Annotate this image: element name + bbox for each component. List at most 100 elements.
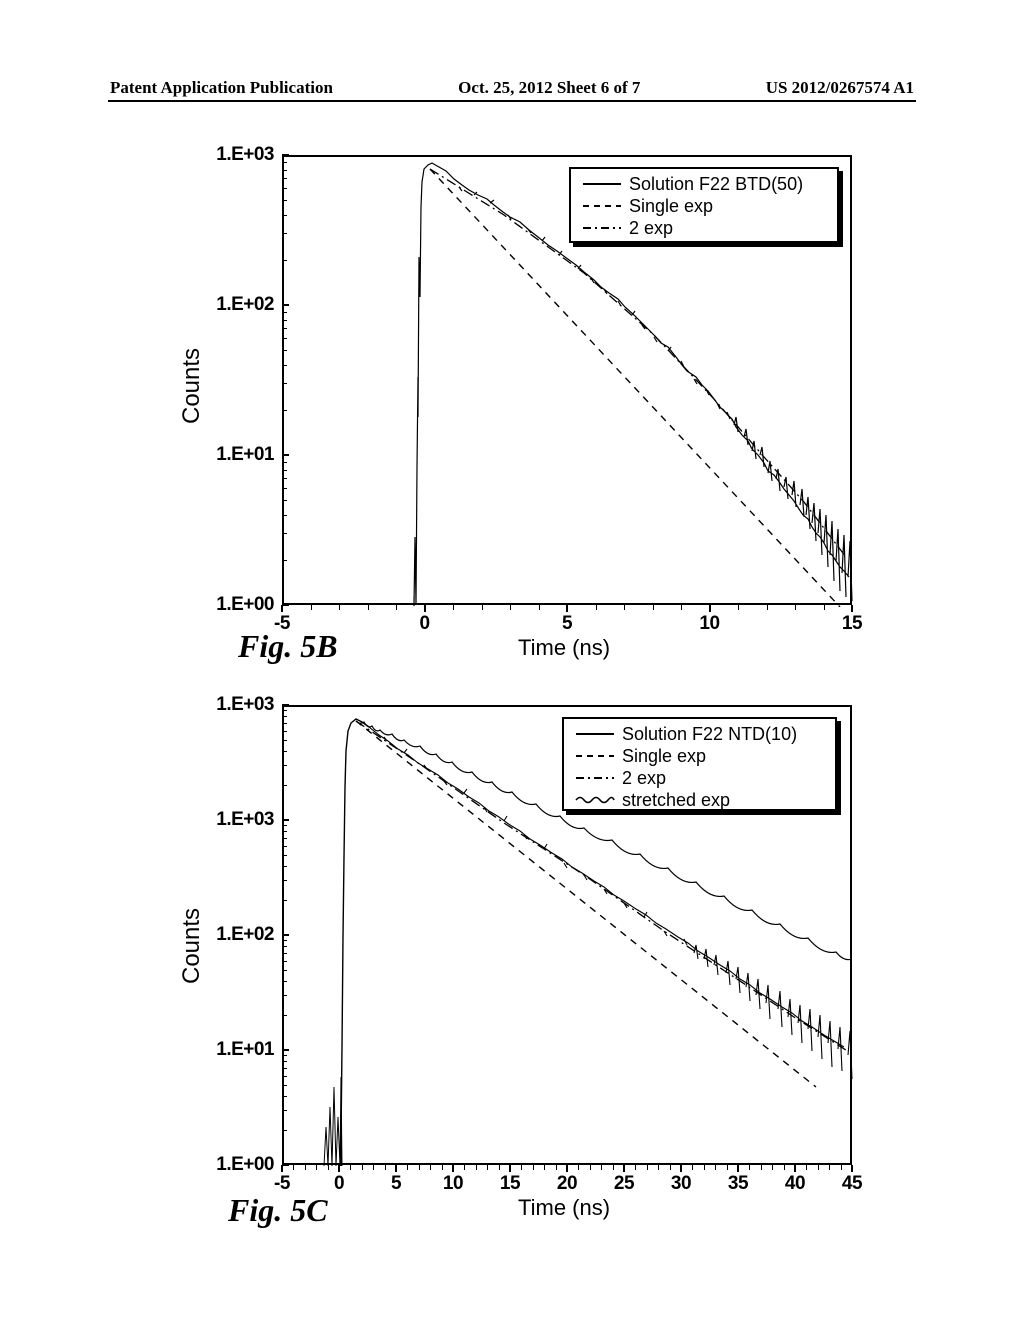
y-tick-minor [282, 953, 287, 954]
y-tick-minor [282, 312, 287, 313]
x-tick-label: 5 [378, 1173, 414, 1195]
y-tick-minor [282, 961, 287, 962]
x-tick-minor [362, 1165, 363, 1170]
x-tick-minor [824, 605, 825, 610]
x-tick-label: 45 [834, 1173, 870, 1195]
figure-caption-c: Fig. 5C [228, 1192, 328, 1229]
x-tick-minor [442, 1165, 443, 1170]
legend-label: 2 exp [623, 218, 673, 239]
x-tick [338, 1165, 340, 1172]
x-tick [566, 605, 568, 612]
y-tick-label: 1.E+03 [196, 694, 274, 716]
y-tick-minor [282, 838, 287, 839]
y-tick-minor [282, 785, 287, 786]
y-tick-minor [282, 560, 287, 561]
y-tick [282, 1049, 289, 1051]
y-tick-minor [282, 178, 287, 179]
chart-fig-5c: Solution F22 NTD(10) Single exp 2 exp st… [160, 695, 880, 1255]
y-tick-minor [282, 533, 287, 534]
legend-swatch-wave [574, 789, 616, 811]
x-tick-minor [653, 605, 654, 610]
x-tick-minor [521, 1165, 522, 1170]
x-tick-minor [293, 1165, 294, 1170]
y-tick-label: 1.E+01 [196, 1039, 274, 1061]
legend-b: Solution F22 BTD(50) Single exp 2 exp [569, 167, 839, 243]
y-tick-minor [282, 320, 287, 321]
x-tick-minor [373, 1165, 374, 1170]
y-tick [282, 704, 289, 706]
x-tick-minor [328, 1165, 329, 1170]
y-tick [282, 934, 289, 936]
legend-row: 2 exp [571, 217, 837, 239]
x-tick-minor [749, 1165, 750, 1170]
x-tick-minor [806, 1165, 807, 1170]
legend-swatch-solid [574, 723, 616, 745]
y-tick-minor [282, 716, 287, 717]
x-tick-minor [311, 605, 312, 610]
x-tick-label: 10 [690, 613, 730, 635]
legend-swatch-dash [574, 745, 616, 767]
x-tick-label: 0 [405, 613, 445, 635]
x-tick-label: 25 [606, 1173, 642, 1195]
x-tick-minor [738, 605, 739, 610]
y-tick [282, 604, 289, 606]
y-tick-label: 1.E+03 [196, 144, 274, 166]
x-tick-label: 20 [549, 1173, 585, 1195]
y-tick-minor [282, 1015, 287, 1016]
x-tick-minor [590, 1165, 591, 1170]
x-tick [424, 605, 426, 612]
x-tick-minor [784, 1165, 785, 1170]
y-tick-minor [282, 995, 287, 996]
x-tick-minor [533, 1165, 534, 1170]
y-tick-minor [282, 825, 287, 826]
y-tick-label: 1.E+00 [196, 1154, 274, 1176]
x-tick-minor [727, 1165, 728, 1170]
plot-area-c: Solution F22 NTD(10) Single exp 2 exp st… [282, 705, 852, 1165]
x-tick-minor [767, 605, 768, 610]
chart-fig-5b: Solution F22 BTD(50) Single exp 2 exp Co… [160, 145, 880, 685]
y-tick [282, 454, 289, 456]
x-tick-minor [368, 605, 369, 610]
y-tick-minor [282, 751, 287, 752]
figure-caption-b: Fig. 5B [238, 628, 338, 665]
legend-row: Single exp [571, 195, 837, 217]
x-tick-label: 40 [777, 1173, 813, 1195]
x-tick-minor [613, 1165, 614, 1170]
y-tick-minor [282, 478, 287, 479]
y-tick-minor [282, 1085, 287, 1086]
x-tick-minor [624, 605, 625, 610]
legend-row: stretched exp [564, 789, 835, 811]
legend-label: 2 exp [616, 768, 666, 789]
legend-label: Solution F22 BTD(50) [623, 174, 803, 195]
x-axis-label-c: Time (ns) [518, 1195, 610, 1221]
x-tick-label: 15 [832, 613, 872, 635]
page-header: Patent Application Publication Oct. 25, … [0, 78, 1024, 98]
x-tick [509, 1165, 511, 1172]
y-tick-minor [282, 970, 287, 971]
legend-c: Solution F22 NTD(10) Single exp 2 exp st… [562, 717, 837, 811]
legend-label: Single exp [623, 196, 713, 217]
y-tick-minor [282, 515, 287, 516]
x-tick-minor [430, 1165, 431, 1170]
x-tick-label: 30 [663, 1173, 699, 1195]
x-tick-minor [818, 1165, 819, 1170]
y-tick-minor [282, 1055, 287, 1056]
y-tick-minor [282, 981, 287, 982]
x-tick [851, 1165, 853, 1172]
x-tick-label: 35 [720, 1173, 756, 1195]
x-tick-minor [487, 1165, 488, 1170]
y-tick-minor [282, 940, 287, 941]
legend-label: Single exp [616, 746, 706, 767]
y-tick-minor [282, 1068, 287, 1069]
x-tick-minor [829, 1165, 830, 1170]
x-tick-minor [350, 1165, 351, 1170]
legend-row: Solution F22 NTD(10) [564, 723, 835, 745]
legend-row: Solution F22 BTD(50) [571, 173, 837, 195]
x-tick-minor [704, 1165, 705, 1170]
y-tick-minor [282, 462, 287, 463]
legend-row: 2 exp [564, 767, 835, 789]
x-tick-label: 10 [435, 1173, 471, 1195]
y-tick-minor [282, 1110, 287, 1111]
y-tick-minor [282, 162, 287, 163]
x-tick-minor [396, 605, 397, 610]
